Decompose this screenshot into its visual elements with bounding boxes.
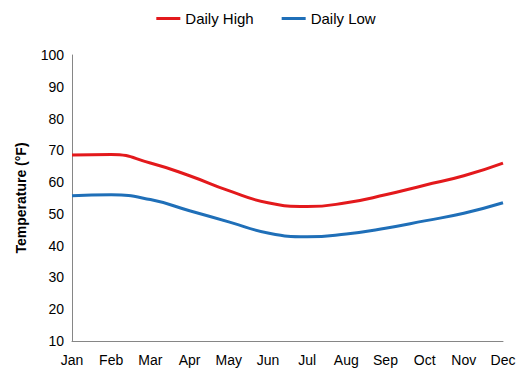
svg-text:Mar: Mar [138,352,162,368]
svg-text:70: 70 [48,142,64,158]
svg-text:100: 100 [41,47,65,63]
svg-text:80: 80 [48,111,64,127]
svg-text:40: 40 [48,238,64,254]
svg-text:Jul: Jul [298,352,316,368]
svg-text:Nov: Nov [451,352,476,368]
svg-text:10: 10 [48,333,64,349]
svg-text:Sep: Sep [373,352,398,368]
svg-text:May: May [216,352,242,368]
svg-text:60: 60 [48,174,64,190]
svg-text:50: 50 [48,206,64,222]
svg-text:Temperature (°F): Temperature (°F) [13,142,29,253]
svg-text:Feb: Feb [99,352,123,368]
svg-text:Daily High: Daily High [185,10,253,27]
svg-text:90: 90 [48,79,64,95]
svg-text:30: 30 [48,269,64,285]
svg-text:Oct: Oct [414,352,436,368]
svg-text:20: 20 [48,301,64,317]
svg-text:Jan: Jan [61,352,84,368]
svg-text:Apr: Apr [179,352,201,368]
svg-text:Jun: Jun [257,352,280,368]
svg-text:Daily Low: Daily Low [311,10,376,27]
svg-text:Dec: Dec [491,352,516,368]
svg-text:Aug: Aug [334,352,359,368]
